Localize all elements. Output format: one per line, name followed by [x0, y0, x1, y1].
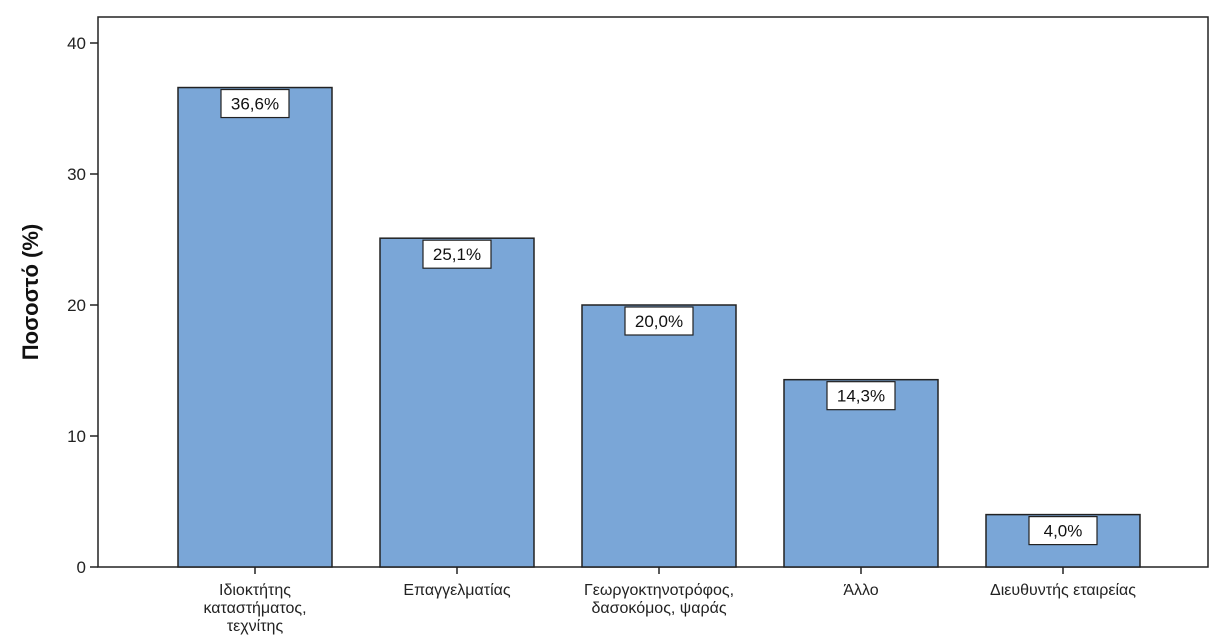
x-tick-label: δασοκόμος, ψαράς	[591, 600, 726, 617]
y-axis: 0 10 20 30 40	[67, 34, 98, 577]
y-tick-label: 30	[67, 165, 86, 184]
data-label: 25,1%	[433, 245, 481, 264]
data-label-box	[826, 381, 896, 411]
data-label: 14,3%	[837, 387, 885, 406]
y-tick-label: 20	[67, 296, 86, 315]
bar	[379, 237, 535, 568]
bars-group: 36,6% 25,1% 20,0% 14,3% 4,0%	[177, 86, 1141, 568]
data-label-box	[422, 239, 492, 269]
x-tick-label: Ιδιοκτήτης	[219, 582, 291, 599]
x-tick-label: καταστήματος,	[203, 600, 306, 617]
data-label: 4,0%	[1044, 522, 1083, 541]
data-label-box	[220, 88, 290, 119]
data-label: 20,0%	[635, 312, 683, 331]
data-label: 36,6%	[231, 95, 279, 114]
y-tick-label: 40	[67, 34, 86, 53]
y-tick-label: 10	[67, 427, 86, 446]
bar	[783, 378, 939, 568]
x-tick-label: Άλλο	[843, 582, 878, 599]
bar	[177, 86, 333, 568]
x-tick-label: Επαγγελματίας	[403, 582, 510, 599]
x-tick-label: Γεωργοκτηνοτρόφος,	[584, 582, 734, 599]
data-label-box	[624, 306, 694, 336]
y-axis-title: Ποσοστό (%)	[18, 224, 43, 360]
data-label-box	[1028, 515, 1098, 546]
x-tick-label: Διευθυντής εταιρείας	[990, 582, 1136, 599]
x-tick-label: τεχνίτης	[227, 618, 284, 635]
bar	[581, 304, 737, 568]
y-tick-label: 0	[77, 558, 86, 577]
